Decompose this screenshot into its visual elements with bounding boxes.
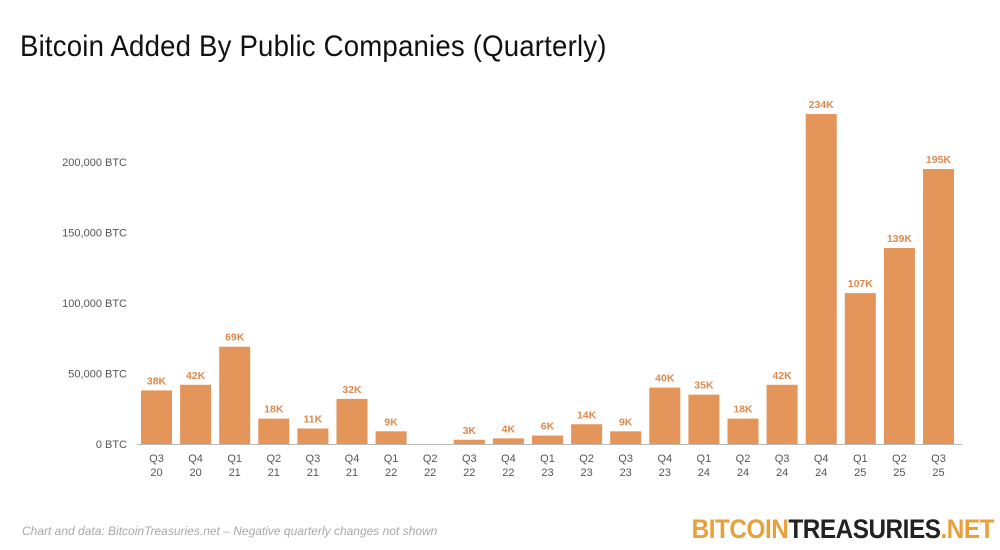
x-tick-quarter: Q2 xyxy=(736,453,751,465)
x-tick-year: 22 xyxy=(502,467,514,479)
x-tick-quarter: Q2 xyxy=(579,453,594,465)
x-tick-year: 22 xyxy=(424,467,436,479)
x-tick-quarter: Q1 xyxy=(384,453,399,465)
x-tick-quarter: Q2 xyxy=(266,453,281,465)
data-label: 3K xyxy=(463,425,477,437)
data-label: 14K xyxy=(577,409,597,421)
x-tick-year: 20 xyxy=(150,467,162,479)
bar xyxy=(727,418,759,444)
data-label: 32K xyxy=(342,384,362,396)
data-label: 9K xyxy=(619,416,633,428)
data-label: 38K xyxy=(147,375,167,387)
x-tick-quarter: Q3 xyxy=(618,453,633,465)
data-label: 42K xyxy=(772,370,792,382)
x-tick-quarter: Q3 xyxy=(775,453,790,465)
x-tick-year: 23 xyxy=(620,467,632,479)
brand-logo-part2: TREASURIES xyxy=(788,514,941,544)
bar xyxy=(688,394,720,444)
data-labels: 38K 42K 69K 18K 11K 32K 9K 3K 4K 6K 14K 9K 40K 35K 18K… xyxy=(147,99,952,437)
data-label: 107K xyxy=(848,278,874,290)
x-tick-year: 23 xyxy=(541,467,553,479)
bar xyxy=(766,384,798,444)
x-tick-year: 20 xyxy=(189,467,201,479)
x-tick-quarter: Q4 xyxy=(814,453,829,465)
x-tick-year: 23 xyxy=(580,467,592,479)
data-label: 69K xyxy=(225,332,245,344)
x-tick-quarter: Q3 xyxy=(462,453,477,465)
x-tick-year: 21 xyxy=(307,467,319,479)
x-tick-year: 24 xyxy=(815,467,827,479)
data-label: 18K xyxy=(733,404,753,416)
y-tick-label: 150,000 BTC xyxy=(62,228,127,240)
bar xyxy=(258,418,290,444)
x-tick-quarter: Q1 xyxy=(697,453,712,465)
data-label: 139K xyxy=(887,233,913,245)
bar xyxy=(571,424,603,444)
x-tick-year: 24 xyxy=(776,467,788,479)
x-tick-year: 22 xyxy=(385,467,397,479)
x-tick-quarter: Q4 xyxy=(345,453,360,465)
y-tick-label: 200,000 BTC xyxy=(62,157,127,169)
y-axis: 0 BTC 50,000 BTC 100,000 BTC 150,000 BTC 200… xyxy=(62,157,127,451)
bar xyxy=(336,398,368,444)
bar xyxy=(219,346,251,444)
data-label: 18K xyxy=(264,404,284,416)
data-label: 234K xyxy=(809,99,835,111)
y-tick-label: 50,000 BTC xyxy=(68,369,127,381)
bar xyxy=(141,390,172,444)
x-tick-quarter: Q1 xyxy=(227,453,242,465)
bar xyxy=(492,438,524,444)
x-tick-year: 21 xyxy=(346,467,358,479)
brand-logo[interactable]: BITCOINTREASURIES.NET xyxy=(691,514,995,545)
data-label: 195K xyxy=(926,154,952,166)
data-label: 42K xyxy=(186,370,206,382)
x-tick-quarter: Q4 xyxy=(188,453,203,465)
x-tick-year: 24 xyxy=(737,467,749,479)
x-tick-quarter: Q3 xyxy=(149,453,164,465)
data-label: 35K xyxy=(694,380,714,392)
bar xyxy=(375,431,407,444)
x-tick-quarter: Q1 xyxy=(853,453,868,465)
bar xyxy=(883,248,915,444)
data-label: 9K xyxy=(384,416,398,428)
bar xyxy=(297,428,329,444)
chart-title: Bitcoin Added By Public Companies (Quart… xyxy=(20,30,607,63)
y-tick-label: 0 BTC xyxy=(96,439,127,451)
x-tick-quarter: Q4 xyxy=(657,453,672,465)
bar xyxy=(453,439,485,444)
x-tick-year: 25 xyxy=(854,467,866,479)
x-tick-quarter: Q4 xyxy=(501,453,516,465)
bar xyxy=(844,293,876,444)
bar xyxy=(180,384,212,444)
bar xyxy=(923,169,954,445)
data-label: 40K xyxy=(655,373,675,385)
brand-logo-part3: .NET xyxy=(940,514,994,544)
x-tick-quarter: Q2 xyxy=(423,453,438,465)
data-label: 4K xyxy=(502,423,516,435)
footnote: Chart and data: BitcoinTreasuries.net – … xyxy=(22,524,438,538)
y-tick-label: 100,000 BTC xyxy=(62,298,127,310)
x-tick-quarter: Q3 xyxy=(931,453,946,465)
x-tick-quarter: Q1 xyxy=(540,453,555,465)
bar xyxy=(610,431,642,444)
x-tick-year: 25 xyxy=(893,467,905,479)
x-tick-year: 22 xyxy=(463,467,475,479)
bar xyxy=(805,114,837,444)
x-tick-year: 21 xyxy=(268,467,280,479)
bars xyxy=(141,114,954,445)
x-tick-quarter: Q3 xyxy=(306,453,321,465)
x-tick-year: 25 xyxy=(932,467,944,479)
brand-logo-part1: BITCOIN xyxy=(691,514,789,544)
data-label: 6K xyxy=(541,421,555,433)
data-label: 11K xyxy=(304,413,323,425)
x-tick-year: 21 xyxy=(229,467,241,479)
x-tick-year: 24 xyxy=(698,467,710,479)
bar xyxy=(649,387,681,444)
x-axis: Q3 20 Q4 20 Q1 21 Q2 21 Q3 21 Q4 21 Q1 22 Q2 22 Q3 22 Q4 22… xyxy=(149,453,946,479)
x-tick-quarter: Q2 xyxy=(892,453,907,465)
bar xyxy=(532,435,563,444)
x-tick-year: 23 xyxy=(659,467,671,479)
